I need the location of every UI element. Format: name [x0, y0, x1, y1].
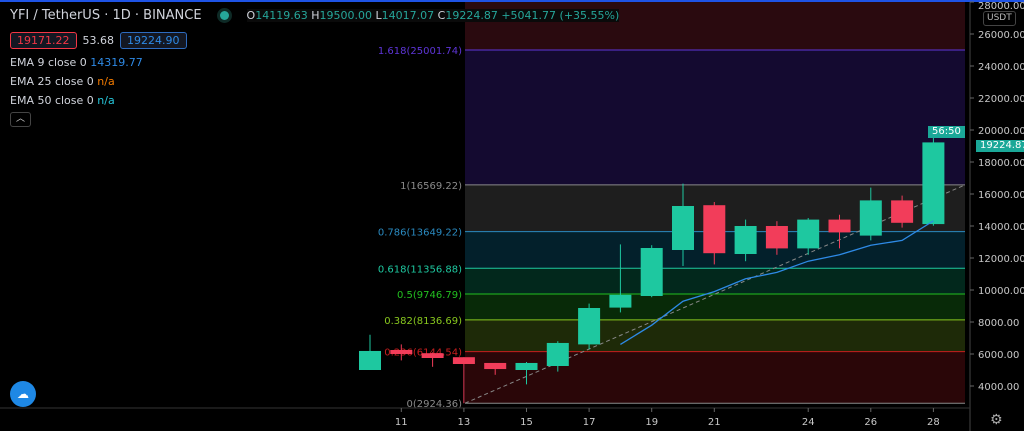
fib-zone	[465, 268, 965, 295]
y-tick-label: 8000.00	[978, 318, 1019, 329]
candle-body	[734, 226, 757, 254]
candle-body	[891, 200, 914, 223]
candle-body	[421, 353, 444, 358]
x-tick-label: 21	[708, 417, 721, 428]
candle-body	[452, 357, 475, 364]
candle-body	[484, 362, 507, 370]
fib-level-label: 1(16569.22)	[400, 181, 462, 192]
fib-zone	[465, 49, 965, 185]
y-tick-label: 16000.00	[978, 190, 1024, 201]
candle-body	[609, 294, 632, 308]
y-tick-label: 20000.00	[978, 126, 1024, 137]
x-tick-label: 11	[395, 417, 408, 428]
buy-button[interactable]: 19224.90	[120, 32, 187, 49]
candle-body	[765, 226, 788, 249]
x-tick-label: 13	[458, 417, 471, 428]
indicator-ema9[interactable]: EMA 9 close 0 14319.77	[10, 56, 143, 69]
spread: 53.68	[82, 34, 115, 47]
candle-body	[672, 206, 694, 250]
fib-level-label: 0.236(6144.54)	[384, 348, 462, 359]
fib-zone	[465, 351, 965, 404]
sell-button[interactable]: 19171.22	[10, 32, 77, 49]
y-tick-label: 26000.00	[978, 30, 1024, 41]
candle-body	[922, 142, 945, 225]
ema9-line	[620, 220, 934, 345]
tradingview-logo-icon[interactable]: ☁	[10, 381, 36, 407]
symbol-title[interactable]: YFI / TetherUS · 1D · BINANCE	[10, 7, 202, 23]
fib-level-label: 0.618(11356.88)	[378, 264, 462, 275]
candle-body	[546, 342, 569, 366]
settings-gear-icon[interactable]: ⚙	[990, 412, 1003, 428]
candle-body	[390, 350, 413, 354]
y-tick-label: 10000.00	[978, 286, 1024, 297]
fib-level-label: 1.618(25001.74)	[378, 46, 462, 57]
fib-level-label: 0(2924.36)	[406, 399, 462, 410]
last-price-tag: 19224.87	[976, 140, 1024, 152]
fib-level-label: 0.5(9746.79)	[397, 290, 462, 301]
ohlc-values: O14119.63 H19500.00 L14017.07 C19224.87 …	[246, 8, 620, 22]
collapse-legend-button[interactable]: ︿	[10, 112, 31, 127]
candle-body	[859, 200, 882, 236]
y-tick-label: 6000.00	[978, 350, 1019, 361]
y-tick-label: 28000.00	[978, 1, 1024, 12]
countdown-tag: 56:50	[928, 126, 965, 138]
y-tick-label: 18000.00	[978, 158, 1024, 169]
candle-body	[640, 248, 663, 296]
candle-body	[828, 219, 851, 233]
y-tick-label: 12000.00	[978, 254, 1024, 265]
x-tick-label: 15	[520, 417, 533, 428]
x-tick-label: 24	[802, 417, 815, 428]
fib-zone	[465, 294, 965, 320]
market-status-icon	[219, 10, 229, 20]
currency-label[interactable]: USDT	[983, 11, 1016, 26]
indicator-ema50[interactable]: EMA 50 close 0 n/a	[10, 94, 115, 107]
x-tick-label: 28	[927, 417, 940, 428]
y-tick-label: 14000.00	[978, 222, 1024, 233]
fib-level-label: 0.382(8136.69)	[384, 316, 462, 327]
x-tick-label: 19	[645, 417, 658, 428]
chevron-up-icon: ︿	[15, 114, 25, 124]
candle-body	[703, 205, 726, 254]
x-tick-label: 26	[864, 417, 877, 428]
candle-body	[515, 362, 538, 370]
x-tick-label: 17	[583, 417, 596, 428]
fib-zone	[465, 0, 965, 50]
candle-body	[797, 219, 820, 249]
candle-body	[359, 350, 381, 370]
y-tick-label: 4000.00	[978, 382, 1019, 393]
candle-body	[578, 308, 601, 345]
fib-zone	[465, 319, 965, 352]
chart-legend: YFI / TetherUS · 1D · BINANCE O14119.63 …	[10, 6, 620, 127]
indicator-ema25[interactable]: EMA 25 close 0 n/a	[10, 75, 115, 88]
y-tick-label: 24000.00	[978, 62, 1024, 73]
y-tick-label: 22000.00	[978, 94, 1024, 105]
fib-level-label: 0.786(13649.22)	[378, 228, 462, 239]
top-bar	[0, 0, 1024, 2]
